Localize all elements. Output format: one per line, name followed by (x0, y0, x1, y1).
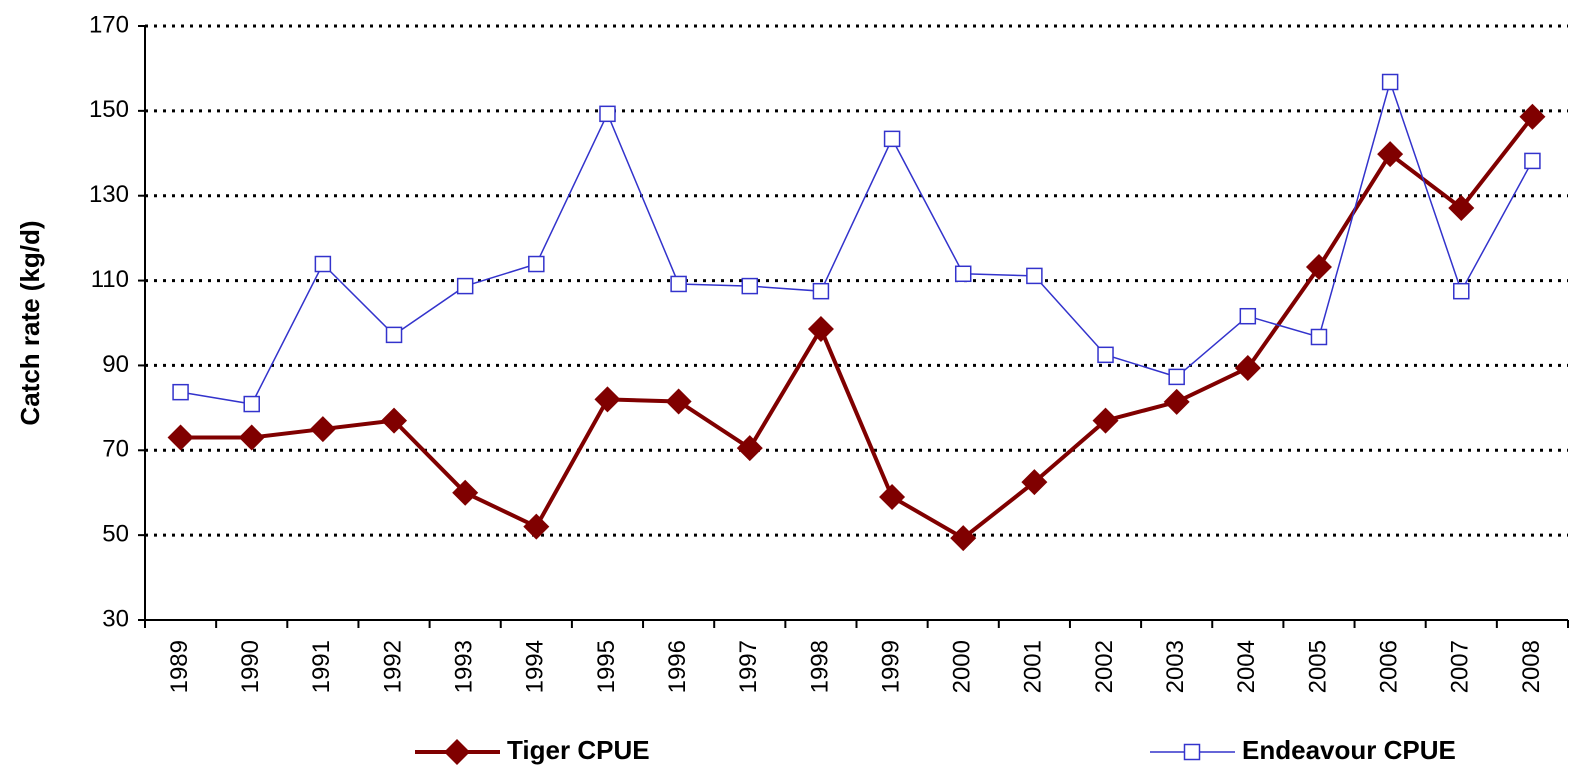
series-line (180, 79, 1534, 405)
y-tick-label: 70 (102, 436, 129, 463)
x-tick-label: 2007 (1447, 640, 1474, 693)
marker (1305, 253, 1332, 280)
x-tick-label: 2006 (1375, 640, 1402, 693)
marker (736, 435, 763, 462)
x-tick-label: 1999 (877, 640, 904, 693)
x-tick-label: 1994 (522, 640, 549, 693)
marker (1168, 368, 1185, 386)
marker (1524, 152, 1541, 170)
marker (1163, 388, 1190, 415)
y-tick-label: 30 (102, 605, 129, 632)
y-tick-label: 90 (102, 351, 129, 378)
x-tick-label: 2002 (1091, 640, 1118, 693)
marker (1234, 354, 1261, 381)
marker (1239, 307, 1257, 325)
x-tick-label: 1989 (166, 640, 193, 693)
y-tick-label: 110 (91, 266, 129, 293)
x-tick-label: 1998 (806, 640, 833, 693)
y-tick-label: 130 (89, 181, 129, 208)
marker (444, 739, 470, 765)
marker (1097, 346, 1114, 364)
x-tick-label: 1995 (593, 640, 620, 693)
marker (456, 277, 474, 295)
legend-label: Tiger CPUE (507, 735, 650, 765)
marker (1310, 328, 1328, 346)
y-axis-label: Catch rate (kg/d) (15, 220, 45, 425)
marker (238, 424, 265, 451)
marker (1519, 103, 1546, 130)
marker (1021, 469, 1048, 496)
marker (599, 105, 616, 123)
x-tick-label: 1996 (664, 640, 691, 693)
x-tick-label: 1992 (379, 640, 406, 693)
x-tick-label: 2001 (1020, 640, 1047, 693)
y-tick-label: 150 (89, 96, 129, 123)
marker (741, 277, 759, 295)
marker (381, 407, 408, 434)
marker (1183, 743, 1201, 761)
series-line (180, 115, 1535, 541)
marker (452, 479, 479, 506)
x-tick-label: 1991 (308, 640, 335, 693)
marker (309, 416, 336, 443)
marker (950, 525, 977, 552)
marker (1092, 407, 1119, 434)
marker (1381, 73, 1399, 91)
marker (594, 386, 621, 413)
marker (883, 130, 901, 148)
x-tick-label: 2005 (1304, 640, 1331, 693)
marker (812, 282, 830, 300)
x-tick-label: 2004 (1233, 640, 1260, 693)
marker (807, 315, 834, 342)
x-tick-label: 1997 (735, 640, 762, 693)
marker (523, 513, 550, 540)
x-tick-label: 2003 (1162, 640, 1189, 693)
marker (670, 275, 687, 293)
x-tick-label: 2000 (949, 640, 976, 693)
x-tick-label: 2008 (1518, 640, 1545, 693)
marker (954, 265, 972, 283)
marker (879, 483, 906, 510)
marker (665, 388, 692, 415)
marker (385, 326, 403, 344)
marker (1453, 282, 1470, 300)
marker (172, 383, 189, 401)
marker (528, 255, 545, 273)
y-tick-label: 50 (102, 520, 129, 547)
marker (314, 255, 332, 273)
marker (1377, 141, 1404, 168)
marker (167, 424, 194, 451)
y-tick-label: 170 (89, 11, 129, 38)
marker (1026, 267, 1043, 285)
marker (1448, 195, 1475, 222)
legend-label: Endeavour CPUE (1242, 735, 1456, 765)
x-tick-label: 1990 (237, 640, 264, 693)
x-tick-label: 1993 (451, 640, 478, 693)
marker (243, 395, 260, 413)
